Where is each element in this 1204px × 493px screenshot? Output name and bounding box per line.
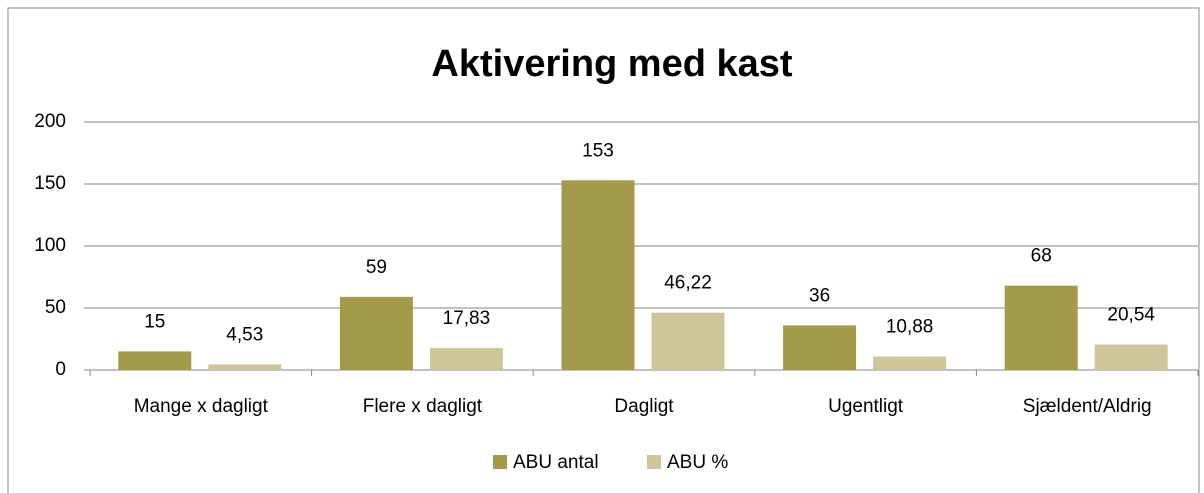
chart-title: Aktivering med kast [431, 43, 792, 85]
legend-label: ABU antal [513, 452, 599, 473]
data-label: 46,22 [664, 273, 712, 294]
y-tick-label: 0 [55, 359, 66, 380]
data-label: 68 [1031, 246, 1052, 267]
y-tick-label: 150 [34, 173, 66, 194]
bar [651, 312, 725, 370]
legend-label: ABU % [667, 452, 728, 473]
bar [208, 364, 282, 370]
chart-border [7, 7, 1200, 493]
x-tick-label: Flere x dagligt [363, 396, 483, 417]
bar [1004, 285, 1078, 370]
bar [429, 347, 503, 370]
bar [118, 351, 192, 370]
legend-swatch [647, 455, 661, 469]
bar [1094, 344, 1168, 370]
y-tick-label: 100 [34, 235, 66, 256]
data-label: 36 [809, 285, 830, 306]
x-tick-label: Sjældent/Aldrig [1023, 396, 1152, 417]
x-tick-label: Ugentligt [828, 396, 904, 417]
bar [561, 180, 635, 370]
data-label: 10,88 [886, 317, 934, 338]
bar [873, 356, 947, 370]
x-tick-label: Mange x dagligt [134, 396, 269, 417]
x-tick-label: Dagligt [614, 396, 674, 417]
legend-swatch [493, 455, 507, 469]
data-label: 59 [366, 257, 387, 278]
y-tick-label: 50 [45, 297, 66, 318]
data-label: 153 [582, 140, 614, 161]
data-label: 17,83 [443, 308, 491, 329]
bar [339, 296, 413, 370]
data-label: 20,54 [1107, 305, 1155, 326]
bar [783, 325, 857, 370]
data-label: 15 [144, 311, 165, 332]
y-tick-label: 200 [34, 111, 66, 132]
data-label: 4,53 [226, 324, 263, 345]
